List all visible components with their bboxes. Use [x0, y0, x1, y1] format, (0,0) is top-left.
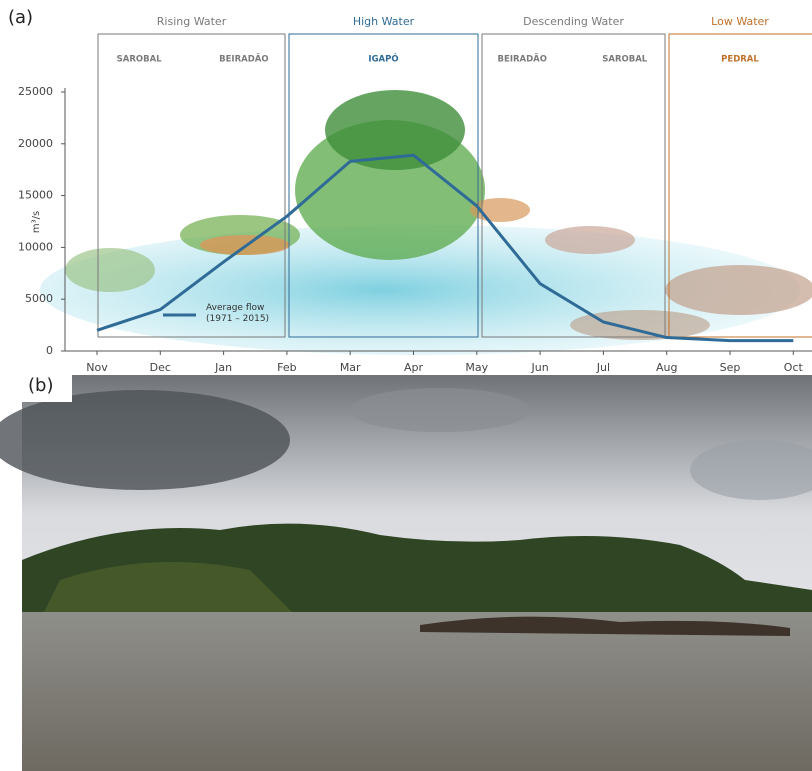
figure: (a) (b) Rising Water SAROBAL BEIRADÃO High …	[0, 0, 812, 771]
y-tick-label: 10000	[18, 240, 53, 253]
y-axis-label: m³/s	[31, 211, 42, 233]
y-tick-label: 0	[46, 344, 53, 357]
y-tick-label: 5000	[25, 292, 53, 305]
x-tick-label: Mar	[340, 361, 361, 374]
illustration	[40, 90, 812, 355]
panel-label: (b)	[28, 375, 53, 396]
x-tick-label: Nov	[86, 361, 108, 374]
zone-label: SAROBAL	[602, 55, 648, 65]
x-tick-label: Sep	[720, 361, 741, 374]
legend-label: Average flow (1971 – 2015)	[206, 303, 288, 325]
y-tick-label: 20000	[18, 137, 53, 150]
season-title: Rising Water	[157, 15, 227, 28]
season-title: Descending Water	[523, 15, 624, 28]
zone-label: IGAPÓ	[368, 53, 398, 65]
photo	[0, 372, 812, 771]
x-tick-label: Apr	[404, 361, 424, 374]
x-tick-label: Jan	[214, 361, 232, 374]
x-tick-label: Dec	[150, 361, 171, 374]
season-title: High Water	[353, 15, 415, 28]
x-tick-label: Feb	[277, 361, 296, 374]
zone-label: BEIRADÃO	[219, 54, 268, 65]
x-tick-label: May	[465, 361, 488, 374]
y-tick-label: 15000	[18, 189, 53, 202]
x-tick-label: Jul	[596, 361, 610, 374]
x-tick-label: Oct	[784, 361, 804, 374]
x-tick-label: Jun	[531, 361, 549, 374]
zone-label: BEIRADÃO	[498, 54, 547, 65]
panel-label: (a)	[8, 7, 33, 28]
chart: (a) (b) Rising Water SAROBAL BEIRADÃO High …	[0, 0, 812, 771]
y-tick-label: 25000	[18, 85, 53, 98]
season-title: Low Water	[711, 15, 769, 28]
zone-label: SAROBAL	[117, 55, 163, 65]
x-tick-label: Aug	[656, 361, 677, 374]
zone-label: PEDRAL	[721, 55, 759, 65]
